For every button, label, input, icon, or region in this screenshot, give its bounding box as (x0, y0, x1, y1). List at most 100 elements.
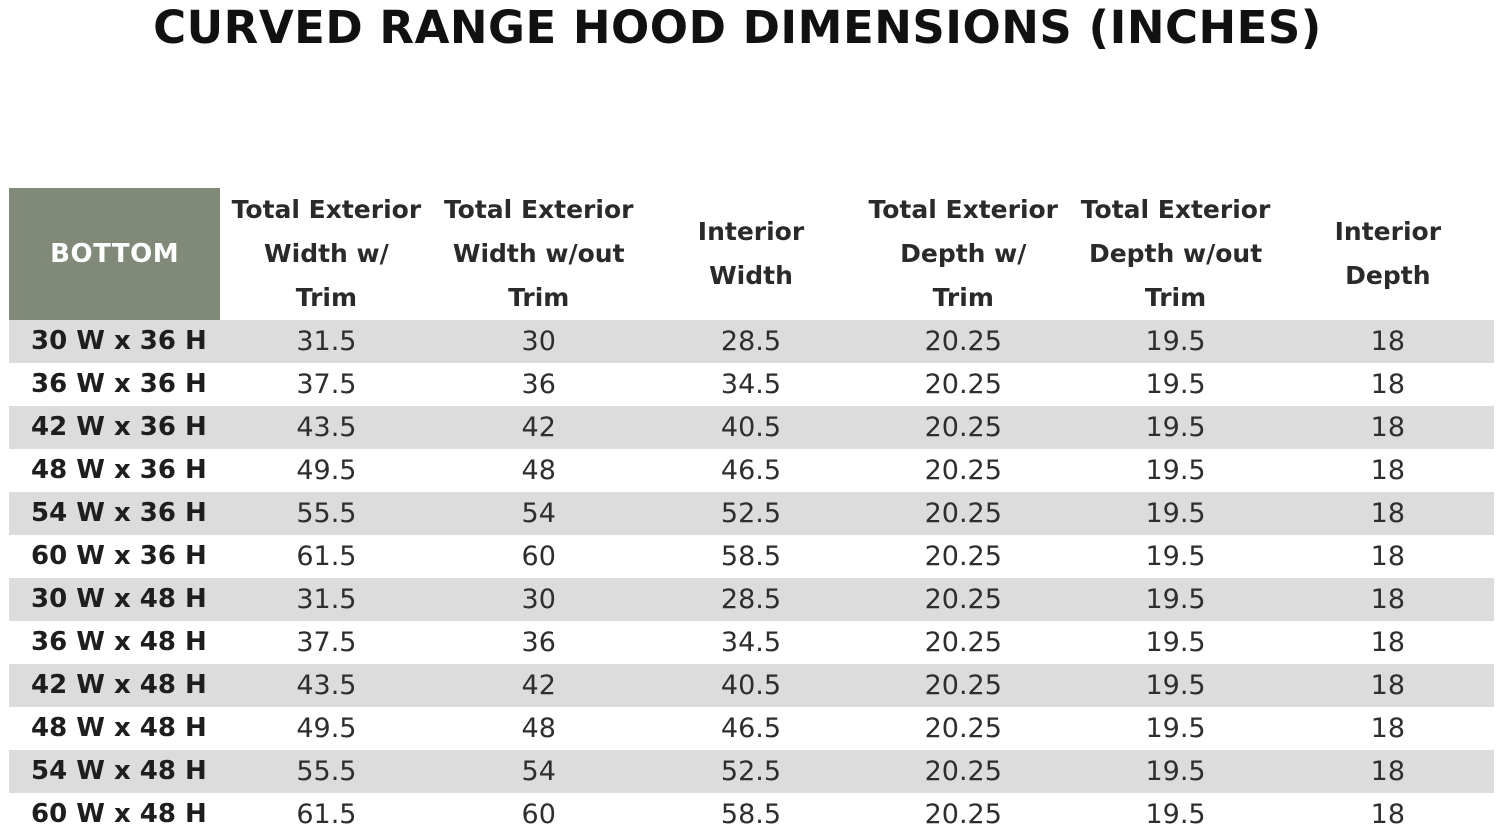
cell-total-exterior-width-without-trim: 48 (521, 713, 556, 744)
cell-total-exterior-depth-with-trim: 20.25 (924, 455, 1002, 486)
cell-interior-depth: 18 (1281, 492, 1494, 535)
table-row: 54 W x 36 H 55.5 54 52.5 20.25 19.5 18 (9, 492, 1494, 535)
table-header: BOTTOM Total Exterior Width w/ Trim Tota… (9, 188, 1494, 320)
cell-total-exterior-depth-with-trim: 20.25 (924, 713, 1002, 744)
cell-size: 42 W x 36 H (9, 406, 221, 449)
cell-interior-depth: 18 (1370, 627, 1406, 658)
cell-interior-depth: 18 (1370, 541, 1406, 572)
cell-total-exterior-width-with-trim: 61.5 (296, 799, 357, 830)
cell-size: 42 W x 48 H (9, 664, 221, 707)
cell-total-exterior-depth-without-trim: 19.5 (1069, 578, 1282, 621)
cell-total-exterior-depth-with-trim: 20.25 (857, 406, 1070, 449)
cell-total-exterior-depth-without-trim: 19.5 (1069, 492, 1282, 535)
cell-interior-depth: 18 (1370, 455, 1406, 486)
cell-interior-width: 46.5 (720, 713, 782, 744)
dimensions-table: BOTTOM Total Exterior Width w/ Trim Tota… (9, 188, 1494, 836)
table-body: 30 W x 36 H 31.5 30 28.5 20.25 19.5 18 36 W x 3… (9, 320, 1494, 836)
page-title: CURVED RANGE HOOD DIMENSIONS (INCHES) (153, 1, 1322, 54)
table-row: 36 W x 48 H 37.5 36 34.5 20.25 19.5 18 (9, 621, 1494, 664)
cell-interior-width: 28.5 (644, 578, 858, 621)
column-header-total-exterior-depth-without-trim: Total Exterior Depth w/out Trim (1080, 195, 1271, 312)
table-row: 48 W x 36 H 49.5 48 46.5 20.25 19.5 18 (9, 449, 1494, 492)
cell-total-exterior-depth-with-trim: 20.25 (924, 627, 1002, 658)
cell-total-exterior-depth-with-trim: 20.25 (857, 664, 1070, 707)
cell-total-exterior-depth-with-trim: 20.25 (857, 750, 1070, 793)
cell-total-exterior-width-without-trim: 42 (432, 664, 645, 707)
table-row: 60 W x 48 H 61.5 60 58.5 20.25 19.5 18 (9, 793, 1494, 836)
cell-total-exterior-width-with-trim: 49.5 (296, 455, 357, 486)
table-row: 60 W x 36 H 61.5 60 58.5 20.25 19.5 18 (9, 535, 1494, 578)
cell-interior-depth: 18 (1281, 750, 1494, 793)
cell-total-exterior-depth-without-trim: 19.5 (1069, 664, 1282, 707)
cell-total-exterior-width-with-trim: 43.5 (220, 664, 433, 707)
cell-size: 48 W x 36 H (31, 455, 207, 485)
cell-total-exterior-width-without-trim: 36 (521, 627, 556, 658)
cell-size: 54 W x 36 H (9, 492, 221, 535)
cell-total-exterior-width-with-trim: 55.5 (220, 492, 433, 535)
cell-total-exterior-width-without-trim: 60 (521, 541, 556, 572)
cell-total-exterior-width-with-trim: 31.5 (220, 578, 433, 621)
cell-interior-depth: 18 (1281, 664, 1494, 707)
cell-size: 36 W x 48 H (31, 627, 207, 657)
cell-total-exterior-depth-with-trim: 20.25 (857, 578, 1070, 621)
cell-total-exterior-depth-with-trim: 20.25 (857, 492, 1070, 535)
cell-interior-width: 58.5 (720, 541, 782, 572)
cell-interior-width: 52.5 (644, 492, 858, 535)
cell-size: 60 W x 48 H (31, 799, 207, 829)
cell-total-exterior-width-without-trim: 54 (432, 492, 645, 535)
cell-total-exterior-width-without-trim: 48 (521, 455, 556, 486)
cell-total-exterior-width-with-trim: 43.5 (220, 406, 433, 449)
column-header-total-exterior-width-without-trim: Total Exterior Width w/out Trim (443, 195, 634, 312)
cell-total-exterior-depth-without-trim: 19.5 (1145, 541, 1206, 572)
cell-total-exterior-width-with-trim: 37.5 (296, 627, 357, 658)
cell-total-exterior-depth-without-trim: 19.5 (1069, 320, 1282, 363)
cell-total-exterior-width-with-trim: 49.5 (296, 713, 357, 744)
cell-interior-width: 34.5 (720, 627, 782, 658)
cell-interior-width: 34.5 (720, 369, 782, 400)
table-row: 48 W x 48 H 49.5 48 46.5 20.25 19.5 18 (9, 707, 1494, 750)
column-header-total-exterior-depth-with-trim: Total Exterior Depth w/ Trim (868, 195, 1059, 312)
cell-total-exterior-depth-with-trim: 20.25 (924, 369, 1002, 400)
cell-total-exterior-depth-without-trim: 19.5 (1069, 406, 1282, 449)
cell-interior-width: 46.5 (720, 455, 782, 486)
cell-total-exterior-width-without-trim: 30 (432, 320, 645, 363)
cell-size: 48 W x 48 H (31, 713, 207, 743)
cell-total-exterior-depth-with-trim: 20.25 (924, 799, 1002, 830)
cell-interior-width: 40.5 (644, 406, 858, 449)
cell-interior-width: 28.5 (644, 320, 858, 363)
column-header-interior-width: Interior Width (697, 217, 805, 290)
cell-interior-depth: 18 (1281, 578, 1494, 621)
table-row: 30 W x 36 H 31.5 30 28.5 20.25 19.5 18 (9, 320, 1494, 363)
cell-total-exterior-depth-with-trim: 20.25 (924, 541, 1002, 572)
cell-interior-width: 52.5 (644, 750, 858, 793)
cell-total-exterior-width-without-trim: 36 (521, 369, 556, 400)
cell-total-exterior-depth-with-trim: 20.25 (857, 320, 1070, 363)
cell-total-exterior-width-with-trim: 31.5 (220, 320, 433, 363)
cell-interior-depth: 18 (1370, 799, 1406, 830)
cell-total-exterior-width-without-trim: 54 (432, 750, 645, 793)
cell-total-exterior-width-without-trim: 60 (521, 799, 556, 830)
table-row: 42 W x 36 H 43.5 42 40.5 20.25 19.5 18 (9, 406, 1494, 449)
column-header-total-exterior-width-with-trim: Total Exterior Width w/ Trim (231, 195, 422, 312)
cell-size: 36 W x 36 H (31, 369, 207, 399)
cell-interior-depth: 18 (1370, 369, 1406, 400)
cell-size: 54 W x 48 H (9, 750, 221, 793)
cell-total-exterior-width-without-trim: 30 (432, 578, 645, 621)
cell-interior-depth: 18 (1370, 713, 1406, 744)
column-header-interior-depth: Interior Depth (1334, 217, 1442, 290)
cell-total-exterior-depth-without-trim: 19.5 (1145, 713, 1206, 744)
table-row: 54 W x 48 H 55.5 54 52.5 20.25 19.5 18 (9, 750, 1494, 793)
cell-total-exterior-depth-without-trim: 19.5 (1145, 369, 1206, 400)
cell-total-exterior-depth-without-trim: 19.5 (1145, 799, 1206, 830)
cell-interior-width: 40.5 (644, 664, 858, 707)
table-row: 36 W x 36 H 37.5 36 34.5 20.25 19.5 18 (9, 363, 1494, 406)
cell-interior-depth: 18 (1281, 320, 1494, 363)
cell-total-exterior-depth-without-trim: 19.5 (1145, 455, 1206, 486)
cell-total-exterior-depth-without-trim: 19.5 (1145, 627, 1206, 658)
cell-total-exterior-width-with-trim: 61.5 (296, 541, 357, 572)
cell-interior-width: 58.5 (720, 799, 782, 830)
cell-interior-depth: 18 (1281, 406, 1494, 449)
cell-total-exterior-width-without-trim: 42 (432, 406, 645, 449)
cell-total-exterior-width-with-trim: 37.5 (296, 369, 357, 400)
cell-size: 30 W x 48 H (9, 578, 221, 621)
